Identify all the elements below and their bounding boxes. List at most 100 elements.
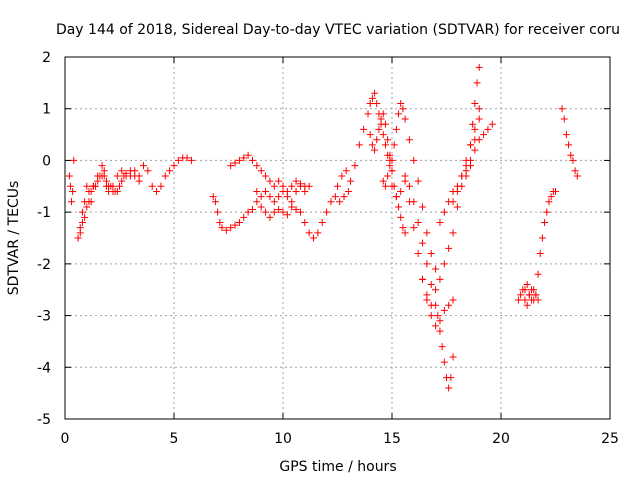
data-point [414, 250, 422, 258]
data-point [126, 167, 134, 175]
data-point [521, 296, 529, 304]
chart-title: Day 144 of 2018, Sidereal Day-to-day VTE… [56, 22, 620, 38]
data-point [368, 141, 376, 149]
data-point [565, 141, 573, 149]
data-point [87, 187, 95, 195]
data-point [170, 162, 178, 170]
x-tick-label: 5 [170, 431, 179, 447]
data-point [436, 275, 444, 283]
data-point [318, 218, 326, 226]
series-seg10 [388, 177, 457, 392]
data-point [445, 244, 453, 252]
data-point [323, 208, 331, 216]
data-point [379, 131, 387, 139]
data-point [262, 208, 270, 216]
series-seg15 [462, 120, 496, 180]
data-point [534, 270, 542, 278]
series-seg8 [366, 110, 409, 237]
data-point [388, 156, 396, 164]
data-point [423, 260, 431, 268]
data-point [401, 229, 409, 237]
data-point [94, 177, 102, 185]
data-point [371, 146, 379, 154]
data-point [157, 182, 165, 190]
y-tick-label: 1 [42, 102, 51, 118]
data-point [301, 218, 309, 226]
data-point [296, 208, 304, 216]
data-point [214, 208, 222, 216]
data-point [571, 167, 579, 175]
data-point [473, 79, 481, 87]
data-point [279, 187, 287, 195]
data-point [153, 187, 161, 195]
data-point [432, 286, 440, 294]
data-point [471, 146, 479, 154]
data-point [183, 154, 191, 162]
data-point [305, 182, 313, 190]
data-point [92, 182, 100, 190]
data-point [314, 229, 322, 237]
data-point [449, 353, 457, 361]
data-point [541, 218, 549, 226]
data-point [187, 156, 195, 164]
data-point [538, 234, 546, 242]
data-point [440, 358, 448, 366]
y-tick-label: -2 [37, 257, 51, 273]
data-point [480, 131, 488, 139]
y-tick-label: 2 [42, 50, 51, 66]
data-point [379, 177, 387, 185]
data-point [432, 322, 440, 330]
data-point [310, 234, 318, 242]
x-axis-label: GPS time / hours [279, 459, 396, 475]
data-point [257, 203, 265, 211]
data-point [211, 198, 219, 206]
data-point [270, 208, 278, 216]
data-point [547, 193, 555, 201]
data-point [427, 250, 435, 258]
data-point [209, 193, 217, 201]
data-point [471, 100, 479, 108]
data-points [65, 63, 581, 392]
x-tick-label: 0 [61, 431, 70, 447]
data-point [161, 172, 169, 180]
data-point [139, 162, 147, 170]
data-point [366, 100, 374, 108]
data-point [453, 203, 461, 211]
plot-frame [64, 56, 611, 420]
data-point [231, 221, 239, 229]
data-point [275, 206, 283, 214]
data-point [257, 167, 265, 175]
data-point [386, 151, 394, 159]
data-point [532, 291, 540, 299]
x-tick-label: 10 [274, 431, 292, 447]
data-point [292, 177, 300, 185]
x-tick-label: 25 [601, 431, 619, 447]
data-point [288, 182, 296, 190]
data-point [449, 198, 457, 206]
data-point [222, 226, 230, 234]
data-point [475, 136, 483, 144]
data-point [244, 208, 252, 216]
data-point [410, 224, 418, 232]
data-point [543, 208, 551, 216]
data-point [381, 120, 389, 128]
data-point [122, 169, 130, 177]
data-point [475, 115, 483, 123]
data-point [65, 172, 73, 180]
data-point [364, 110, 372, 118]
data-point [98, 162, 106, 170]
data-point [386, 162, 394, 170]
data-point [530, 286, 538, 294]
data-point [521, 286, 529, 294]
data-point [462, 156, 470, 164]
y-tick-label: -1 [37, 205, 51, 221]
data-point [235, 218, 243, 226]
data-point [569, 156, 577, 164]
data-point [436, 317, 444, 325]
data-point [405, 136, 413, 144]
data-point [373, 100, 381, 108]
data-point [434, 312, 442, 320]
series-seg9 [379, 100, 440, 273]
data-point [231, 159, 239, 167]
